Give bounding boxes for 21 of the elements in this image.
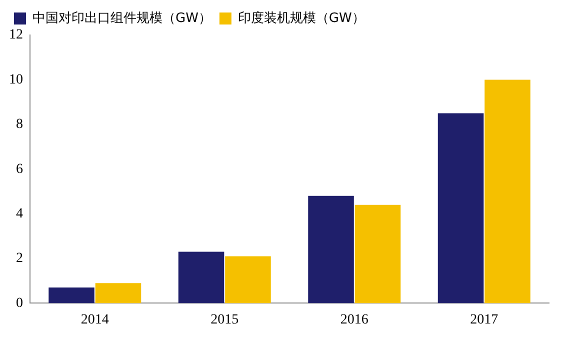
bar	[438, 113, 484, 304]
bar	[95, 283, 142, 304]
x-tick-label: 2015	[210, 312, 239, 328]
bar	[354, 204, 401, 304]
x-tick-label: 2017	[470, 312, 498, 328]
bar	[48, 288, 94, 304]
x-tick-label: 2014	[80, 312, 109, 328]
y-tick-label: 12	[9, 28, 23, 43]
y-tick-label: 4	[16, 206, 23, 222]
y-tick-label: 8	[16, 117, 23, 132]
legend-label: 中国对印出口组件规模（GW）	[32, 10, 212, 26]
x-tick-label: 2016	[340, 312, 368, 328]
y-tick-label: 2	[16, 251, 23, 266]
bar	[484, 80, 530, 304]
bar	[308, 196, 354, 304]
y-tick-label: 6	[16, 162, 23, 177]
bar	[178, 252, 224, 304]
bar	[225, 256, 271, 304]
y-tick-label: 10	[9, 72, 23, 88]
legend-label: 印度装机规模（GW）	[238, 10, 365, 26]
y-tick-label: 0	[16, 296, 23, 311]
